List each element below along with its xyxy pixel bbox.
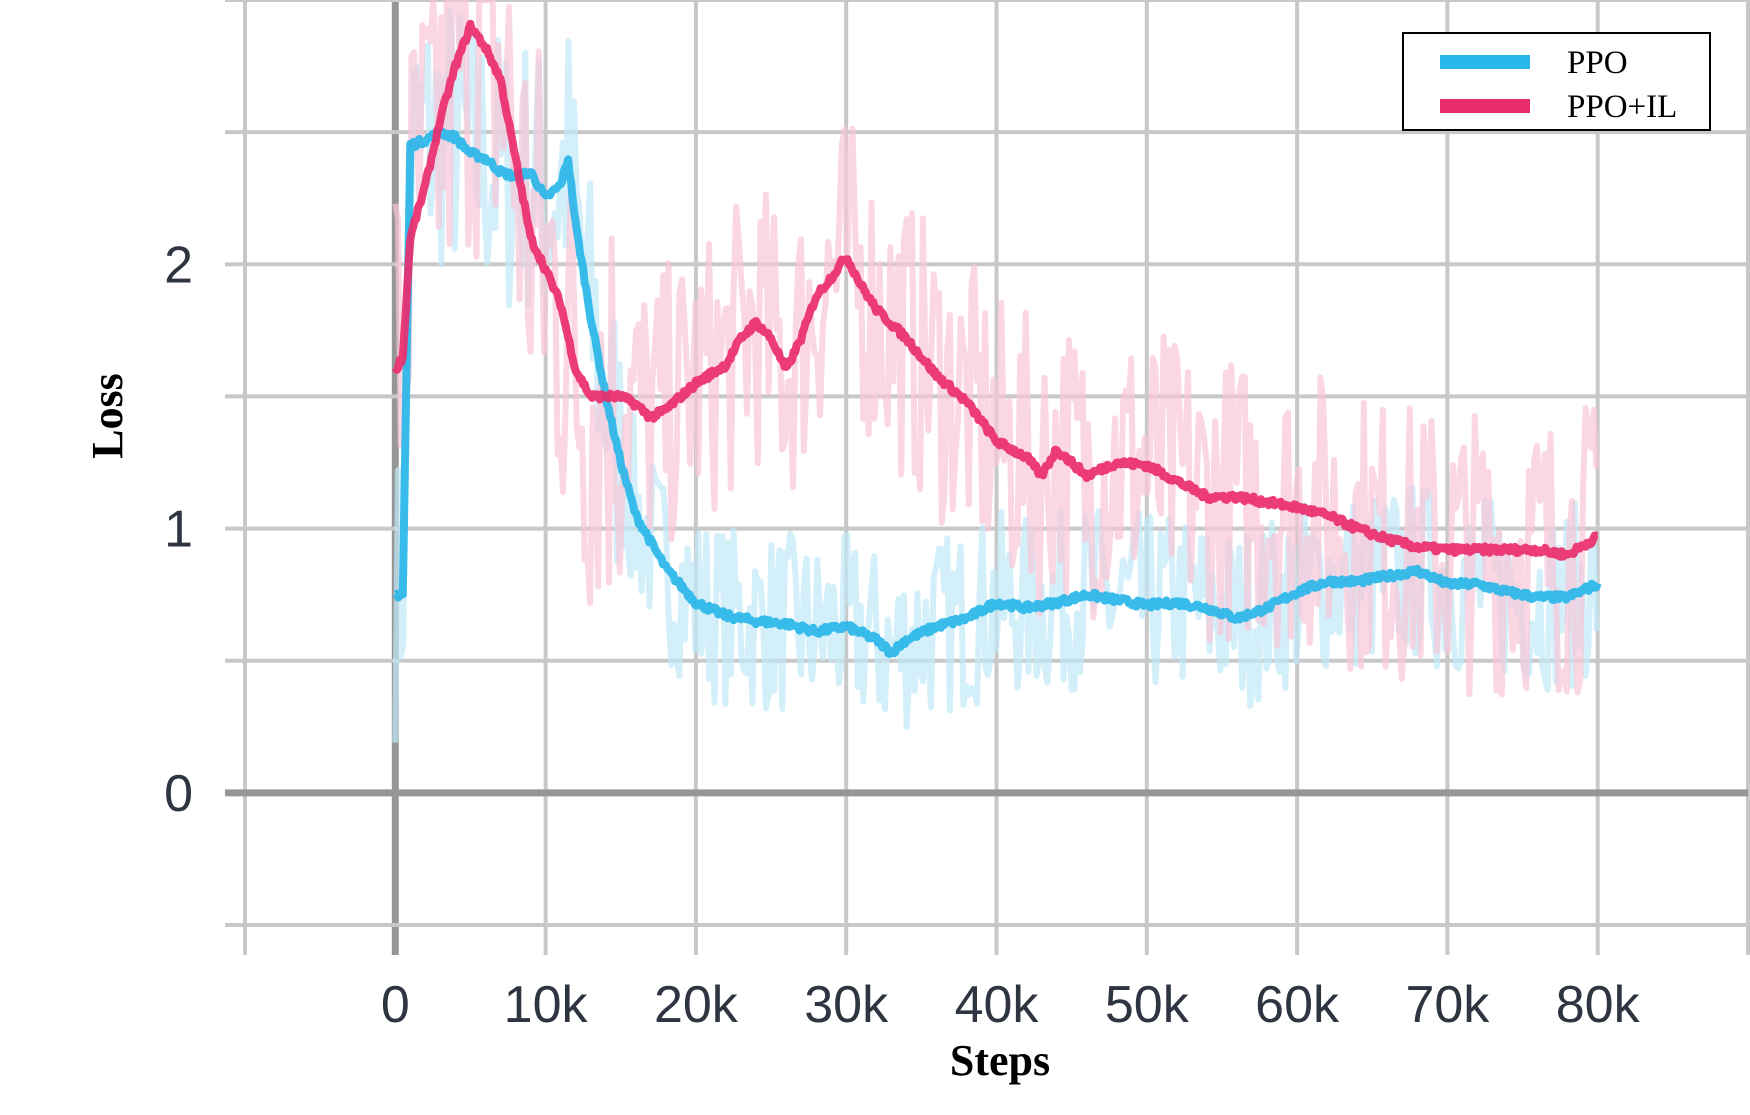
tick-label-layer: 0 10k 20k 30k 40k 50k 60k 70k 80k 0 1 2	[164, 236, 1641, 1034]
legend-label-ppo: PPO	[1567, 45, 1628, 81]
x-tick-label: 10k	[504, 976, 589, 1034]
x-tick-label: 0	[381, 976, 410, 1034]
x-tick-label: 40k	[955, 976, 1040, 1034]
x-tick-label: 80k	[1556, 976, 1641, 1034]
raw-noise-layer	[392, 0, 1600, 743]
x-tick-label: 50k	[1105, 976, 1190, 1034]
legend-box	[1402, 32, 1711, 131]
x-tick-label: 60k	[1255, 976, 1340, 1034]
x-tick-label: 20k	[654, 976, 739, 1034]
y-tick-label: 1	[164, 501, 193, 559]
y-tick-label: 2	[164, 236, 193, 294]
y-axis-title: Loss	[83, 373, 132, 459]
x-tick-label: 70k	[1405, 976, 1490, 1034]
series-line-ppo	[392, 127, 1602, 658]
x-axis-title: Steps	[950, 1036, 1050, 1085]
legend-label-ppo-il: PPO+IL	[1567, 89, 1677, 125]
x-tick-label: 30k	[804, 976, 889, 1034]
y-tick-label: 0	[164, 765, 193, 823]
legend: PPO PPO+IL	[1402, 32, 1711, 131]
series-line-ppo-il	[391, 19, 1601, 561]
raw-line-ppo	[392, 7, 1600, 743]
raw-line-ppo-il	[392, 0, 1600, 698]
smoothed-line-layer	[391, 19, 1602, 658]
